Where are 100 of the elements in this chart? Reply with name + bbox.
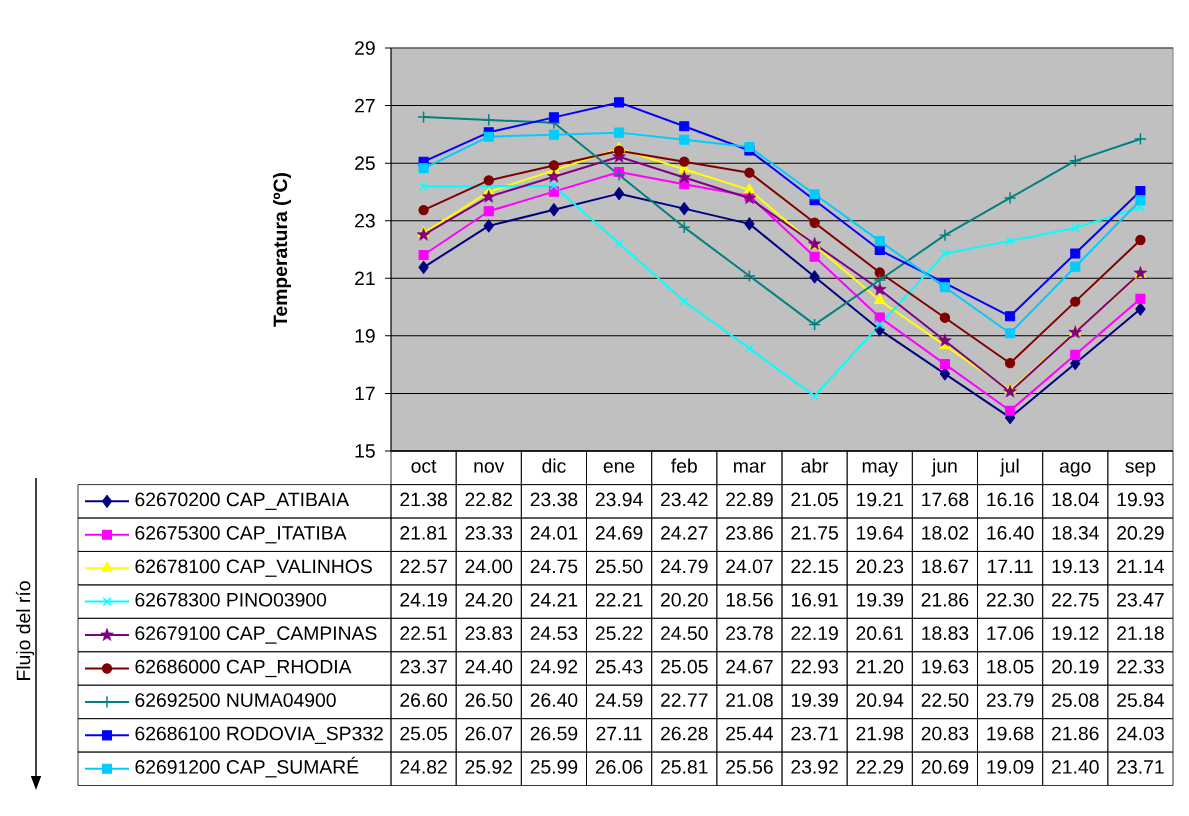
x-tick-label: sep <box>1125 462 1156 477</box>
data-label: 22.15 <box>791 559 838 574</box>
data-label: 25.05 <box>400 726 447 741</box>
data-label: 24.75 <box>530 559 578 574</box>
data-label: 17.68 <box>922 492 969 507</box>
data-label: 23.71 <box>1117 760 1164 774</box>
legend-label: 62675300 CAP_ITATIBA <box>135 526 347 544</box>
data-label: 19.12 <box>1052 626 1099 641</box>
data-label: 21.18 <box>1117 626 1164 641</box>
data-label: 23.92 <box>791 760 838 774</box>
data-label: 23.47 <box>1117 592 1164 607</box>
y-tick-label: 19 <box>355 329 375 343</box>
data-label: 26.28 <box>661 726 708 741</box>
data-label: 23.79 <box>986 693 1034 707</box>
data-label: 24.69 <box>595 526 643 540</box>
legend-label: 62692500 NUMA04900 <box>135 693 336 707</box>
data-label: 22.19 <box>791 626 838 641</box>
data-label: 19.93 <box>1117 492 1164 507</box>
data-label: 25.81 <box>661 760 708 774</box>
data-label: 22.82 <box>465 492 512 507</box>
x-tick-label: jun <box>931 458 957 477</box>
data-label: 18.56 <box>726 592 773 607</box>
data-label: 22.29 <box>856 760 904 774</box>
x-tick-label: may <box>862 462 898 477</box>
x-tick-label: nov <box>474 462 505 473</box>
data-label: 17.06 <box>987 626 1034 641</box>
data-label: 20.20 <box>661 592 708 607</box>
data-label: 19.64 <box>857 526 904 540</box>
legend-label: 62686000 CAP_RHODIA <box>135 659 352 678</box>
data-label: 26.59 <box>530 726 578 741</box>
data-label: 16.91 <box>791 592 838 607</box>
data-label: 24.92 <box>530 659 578 674</box>
data-label: 19.21 <box>857 492 903 507</box>
data-label: 23.37 <box>400 659 447 674</box>
data-label: 25.50 <box>595 559 643 574</box>
legend-label: 62678100 CAP_VALINHOS <box>135 559 372 577</box>
data-label: 22.21 <box>595 592 643 607</box>
data-label: 21.86 <box>921 592 969 607</box>
data-label: 21.98 <box>856 726 904 741</box>
data-label: 21.20 <box>856 659 904 674</box>
data-label: 18.83 <box>922 626 969 641</box>
data-label: 24.27 <box>661 526 708 540</box>
x-tick-label: feb <box>671 458 697 473</box>
data-label: 23.78 <box>726 626 773 641</box>
data-label: 23.42 <box>661 492 708 507</box>
data-label: 23.83 <box>465 626 513 641</box>
x-tick-label: ene <box>603 462 635 473</box>
data-label: 22.75 <box>1052 592 1099 607</box>
y-axis-title: Temperatura (ºC) <box>272 173 292 327</box>
x-tick-label: mar <box>734 462 766 473</box>
y-tick-label: 25 <box>355 156 375 170</box>
data-label: 23.38 <box>530 492 578 507</box>
data-label: 25.84 <box>1117 693 1165 707</box>
data-label: 22.89 <box>726 492 773 507</box>
data-label: 22.30 <box>986 592 1034 607</box>
data-label: 23.33 <box>465 526 513 540</box>
data-label: 24.07 <box>726 559 773 574</box>
data-label: 21.14 <box>1117 559 1165 573</box>
data-label: 18.04 <box>1052 492 1099 507</box>
data-label: 22.93 <box>791 659 838 674</box>
data-label: 24.53 <box>530 626 578 641</box>
data-label: 24.82 <box>400 760 447 774</box>
data-label: 26.07 <box>465 726 512 741</box>
data-label: 25.44 <box>726 726 774 741</box>
data-label: 25.05 <box>661 659 708 674</box>
x-tick-label: oct <box>411 460 437 473</box>
x-tick-label: dic <box>542 458 566 473</box>
data-label: 24.50 <box>661 626 708 641</box>
y-tick-label: 29 <box>355 41 375 55</box>
y-tick-label: 15 <box>355 444 375 458</box>
data-label: 24.59 <box>595 693 643 707</box>
data-label: 21.81 <box>400 526 447 540</box>
data-label: 18.02 <box>922 526 969 540</box>
data-label: 25.56 <box>726 760 773 774</box>
data-label: 21.75 <box>791 526 838 540</box>
data-label: 24.40 <box>465 659 513 674</box>
data-label: 24.00 <box>465 559 513 574</box>
data-label: 24.21 <box>530 592 578 607</box>
data-label: 20.23 <box>856 559 904 574</box>
legend-label: 62691200 CAP_SUMARÉ <box>135 756 359 778</box>
data-label: 24.01 <box>530 526 578 540</box>
data-label: 22.51 <box>400 626 447 641</box>
data-label: 27.11 <box>596 726 642 741</box>
x-tick-label: ago <box>1059 462 1091 477</box>
data-label: 19.09 <box>987 760 1034 774</box>
data-label: 26.40 <box>530 693 578 707</box>
data-label: 25.22 <box>595 626 643 641</box>
y-tick-label: 17 <box>355 386 375 401</box>
data-label: 21.86 <box>1052 726 1099 741</box>
data-label: 26.50 <box>465 693 513 707</box>
legend-label: 62678300 PINO03900 <box>135 592 327 607</box>
data-label: 20.61 <box>856 626 903 641</box>
data-label: 20.83 <box>921 726 969 741</box>
data-label: 21.40 <box>1052 760 1099 774</box>
data-label: 24.03 <box>1117 726 1164 741</box>
data-label: 18.67 <box>922 559 969 574</box>
data-label: 23.86 <box>726 526 773 540</box>
data-label: 22.77 <box>661 693 708 707</box>
data-label: 25.43 <box>595 659 643 674</box>
data-label: 24.20 <box>465 592 513 607</box>
